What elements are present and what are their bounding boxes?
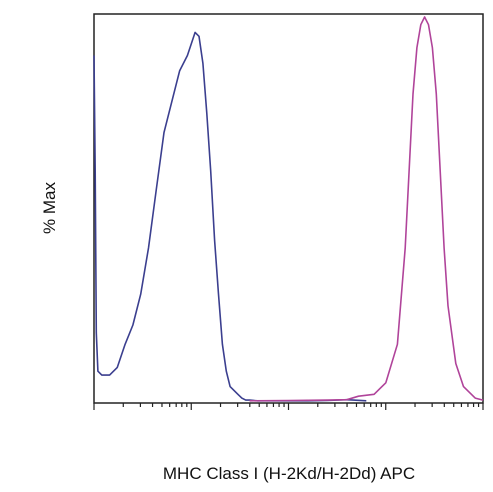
- x-axis-label: MHC Class I (H-2Kd/H-2Dd) APC: [163, 464, 415, 483]
- y-axis-label: % Max: [40, 182, 59, 234]
- plot-frame: [93, 13, 484, 404]
- x-axis-ticks: [93, 403, 484, 410]
- histogram-series-2: [249, 16, 484, 402]
- series-layer: [93, 16, 484, 402]
- histogram-series-1: [93, 31, 367, 402]
